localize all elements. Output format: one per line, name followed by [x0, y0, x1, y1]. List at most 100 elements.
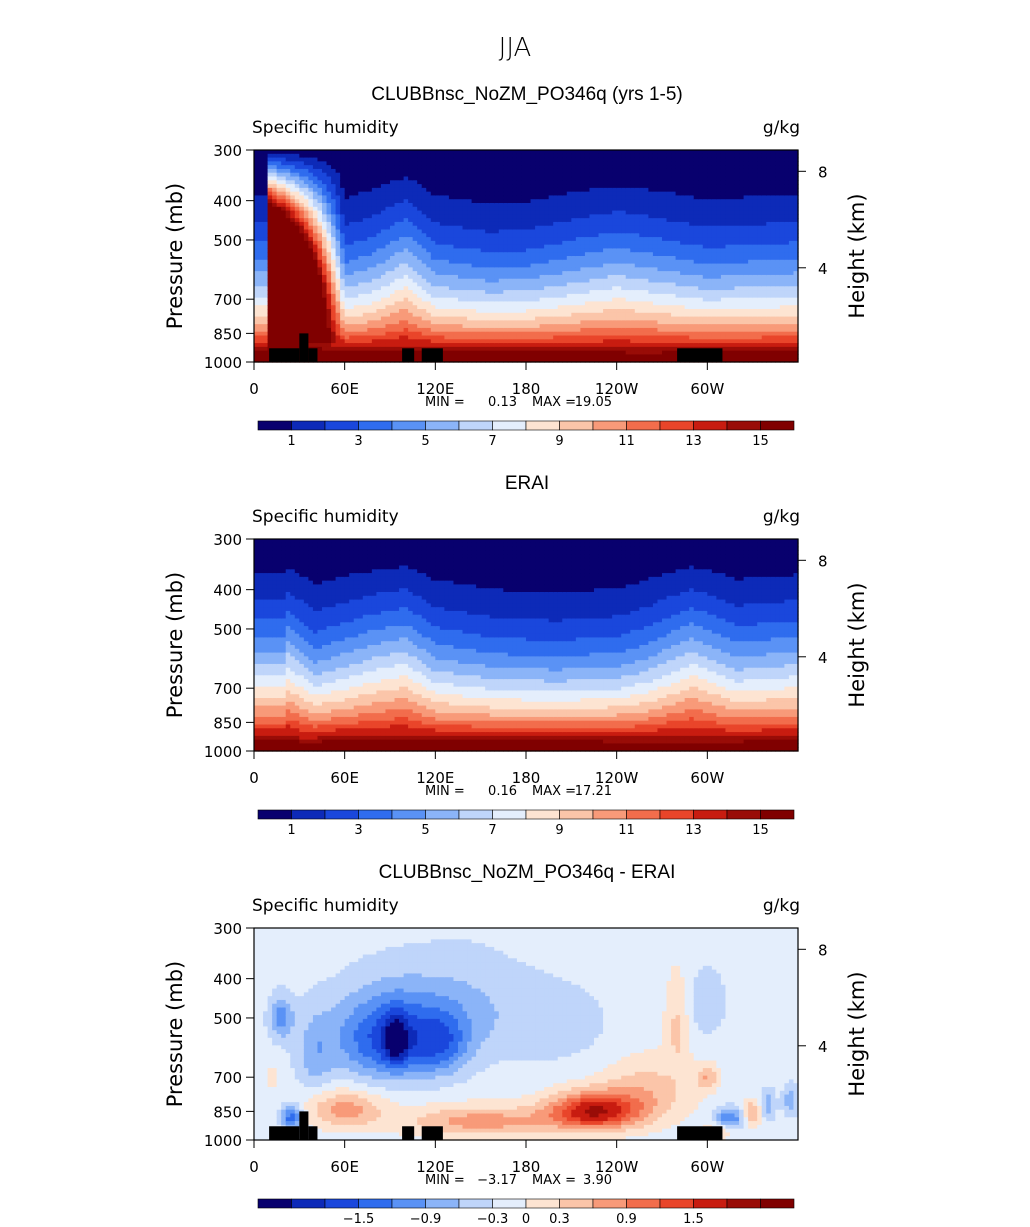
contour-cell: [521, 309, 527, 314]
contour-cell: [652, 339, 659, 344]
contour-cell: [603, 180, 609, 185]
contour-cell: [294, 237, 300, 242]
contour-cell: [625, 259, 631, 265]
contour-cell: [553, 301, 559, 306]
contour-cell: [535, 346, 541, 352]
contour-cell: [625, 339, 631, 344]
contour-cell: [285, 218, 291, 223]
contour-cell: [603, 157, 609, 162]
contour-cell: [648, 214, 654, 219]
contour-cell: [498, 290, 504, 295]
contour-cell: [335, 168, 341, 174]
contour-cell: [462, 203, 468, 208]
contour-cell: [435, 267, 441, 272]
contour-cell: [331, 343, 337, 348]
contour-cell: [584, 324, 591, 329]
contour-cell: [353, 157, 359, 162]
contour-cell: [335, 354, 341, 359]
contour-cell: [530, 195, 536, 200]
contour-cell: [616, 354, 622, 359]
contour-cell: [612, 274, 618, 280]
contour-cell: [557, 271, 563, 276]
contour-cell: [467, 248, 473, 253]
contour-cell: [322, 240, 328, 246]
contour-cell: [530, 354, 536, 359]
contour-cell: [648, 293, 654, 299]
contour-cell: [367, 150, 373, 155]
contour-cell: [331, 206, 337, 212]
contour-cell: [571, 233, 577, 238]
contour-cell: [526, 153, 532, 159]
contour-cell: [584, 339, 591, 344]
contour-cell: [385, 335, 391, 340]
contour-cell: [335, 335, 341, 340]
contour-cell: [344, 278, 350, 284]
contour-cell: [322, 157, 328, 162]
contour-cell: [630, 297, 636, 303]
contour-cell: [349, 346, 355, 352]
contour-cell: [294, 271, 300, 276]
contour-cell: [575, 358, 581, 363]
contour-cell: [417, 199, 423, 204]
contour-cell: [399, 301, 405, 306]
contour-cell: [267, 290, 273, 295]
contour-cell: [272, 218, 278, 223]
contour-cell: [376, 312, 382, 318]
contour-cell: [507, 346, 513, 352]
contour-cell: [467, 195, 473, 200]
contour-cell: [285, 256, 291, 261]
contour-cell: [394, 271, 400, 276]
contour-cell: [548, 218, 554, 223]
contour-cell: [281, 172, 287, 178]
contour-cell: [412, 237, 418, 242]
contour-cell: [648, 153, 654, 159]
contour-cell: [376, 286, 382, 291]
contour-cell: [435, 339, 441, 344]
contour-cell: [294, 176, 300, 181]
contour-cell: [294, 267, 300, 272]
contour-cell: [598, 286, 604, 291]
contour-cell: [358, 358, 364, 363]
contour-cell: [376, 184, 382, 189]
contour-cell: [385, 271, 391, 276]
contour-cell: [426, 165, 432, 170]
contour-cell: [435, 263, 441, 268]
contour-cell: [580, 331, 586, 337]
contour-cell: [462, 184, 468, 189]
contour-cell: [485, 225, 491, 231]
contour-cell: [435, 176, 441, 181]
contour-cell: [417, 282, 423, 287]
contour-cell: [317, 259, 323, 265]
contour-cell: [489, 214, 495, 219]
contour-cell: [630, 165, 636, 170]
contour-cell: [326, 324, 332, 329]
contour-cell: [448, 210, 455, 215]
contour-cell: [276, 339, 282, 344]
contour-cell: [616, 358, 622, 363]
contour-cell: [539, 180, 545, 185]
contour-cell: [417, 327, 423, 333]
contour-cell: [625, 214, 631, 219]
contour-cell: [494, 290, 500, 295]
contour-cell: [403, 195, 409, 200]
contour-cell: [607, 195, 613, 200]
contour-cell: [371, 157, 377, 162]
contour-cell: [358, 161, 364, 166]
contour-cell: [634, 191, 640, 197]
contour-cell: [371, 350, 377, 356]
contour-cell: [340, 157, 346, 162]
contour-cell: [340, 199, 346, 204]
contour-cell: [263, 195, 269, 200]
contour-cell: [598, 293, 604, 299]
contour-cell: [349, 161, 355, 166]
contour-cell: [557, 290, 563, 295]
contour-cell: [322, 214, 328, 219]
contour-cell: [589, 237, 595, 242]
contour-cell: [322, 346, 328, 352]
contour-cell: [639, 203, 645, 208]
contour-cell: [312, 161, 319, 166]
contour-cell: [580, 203, 586, 208]
contour-cell: [616, 180, 622, 185]
contour-cell: [516, 305, 523, 310]
contour-cell: [625, 267, 631, 272]
